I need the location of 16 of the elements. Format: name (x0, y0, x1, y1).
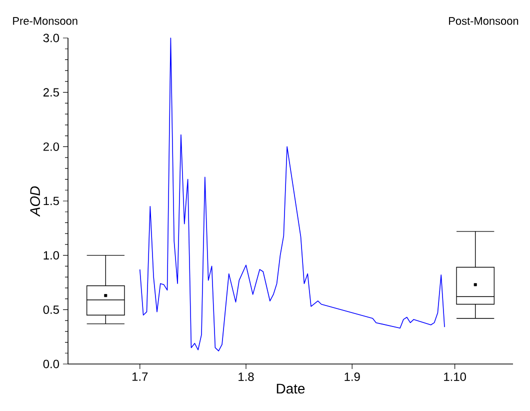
line-series (139, 38, 445, 352)
text: Pre-Monsoon (13, 17, 78, 25)
x-tick-label: 1.8 (238, 372, 254, 381)
x-tick-label: 1.9 (344, 372, 360, 381)
y-tick-label: 2.0 (43, 142, 60, 151)
x-tick-label: 1.7 (132, 372, 148, 381)
y-tick-label: 2.5 (43, 88, 59, 97)
x-axis-title: Date (276, 384, 305, 394)
x-tick-label: 1.10 (444, 372, 466, 381)
text: Post-Monsoon (449, 17, 518, 25)
y-tick-label: 1.5 (44, 196, 59, 206)
y-tick-label: 3.0 (43, 34, 60, 42)
y-axis-title: AOD (30, 186, 40, 217)
y-tick-label: 0.5 (43, 305, 59, 314)
y-tick-label: 0.0 (43, 360, 60, 368)
y-tick-label: 1.0 (44, 251, 60, 260)
